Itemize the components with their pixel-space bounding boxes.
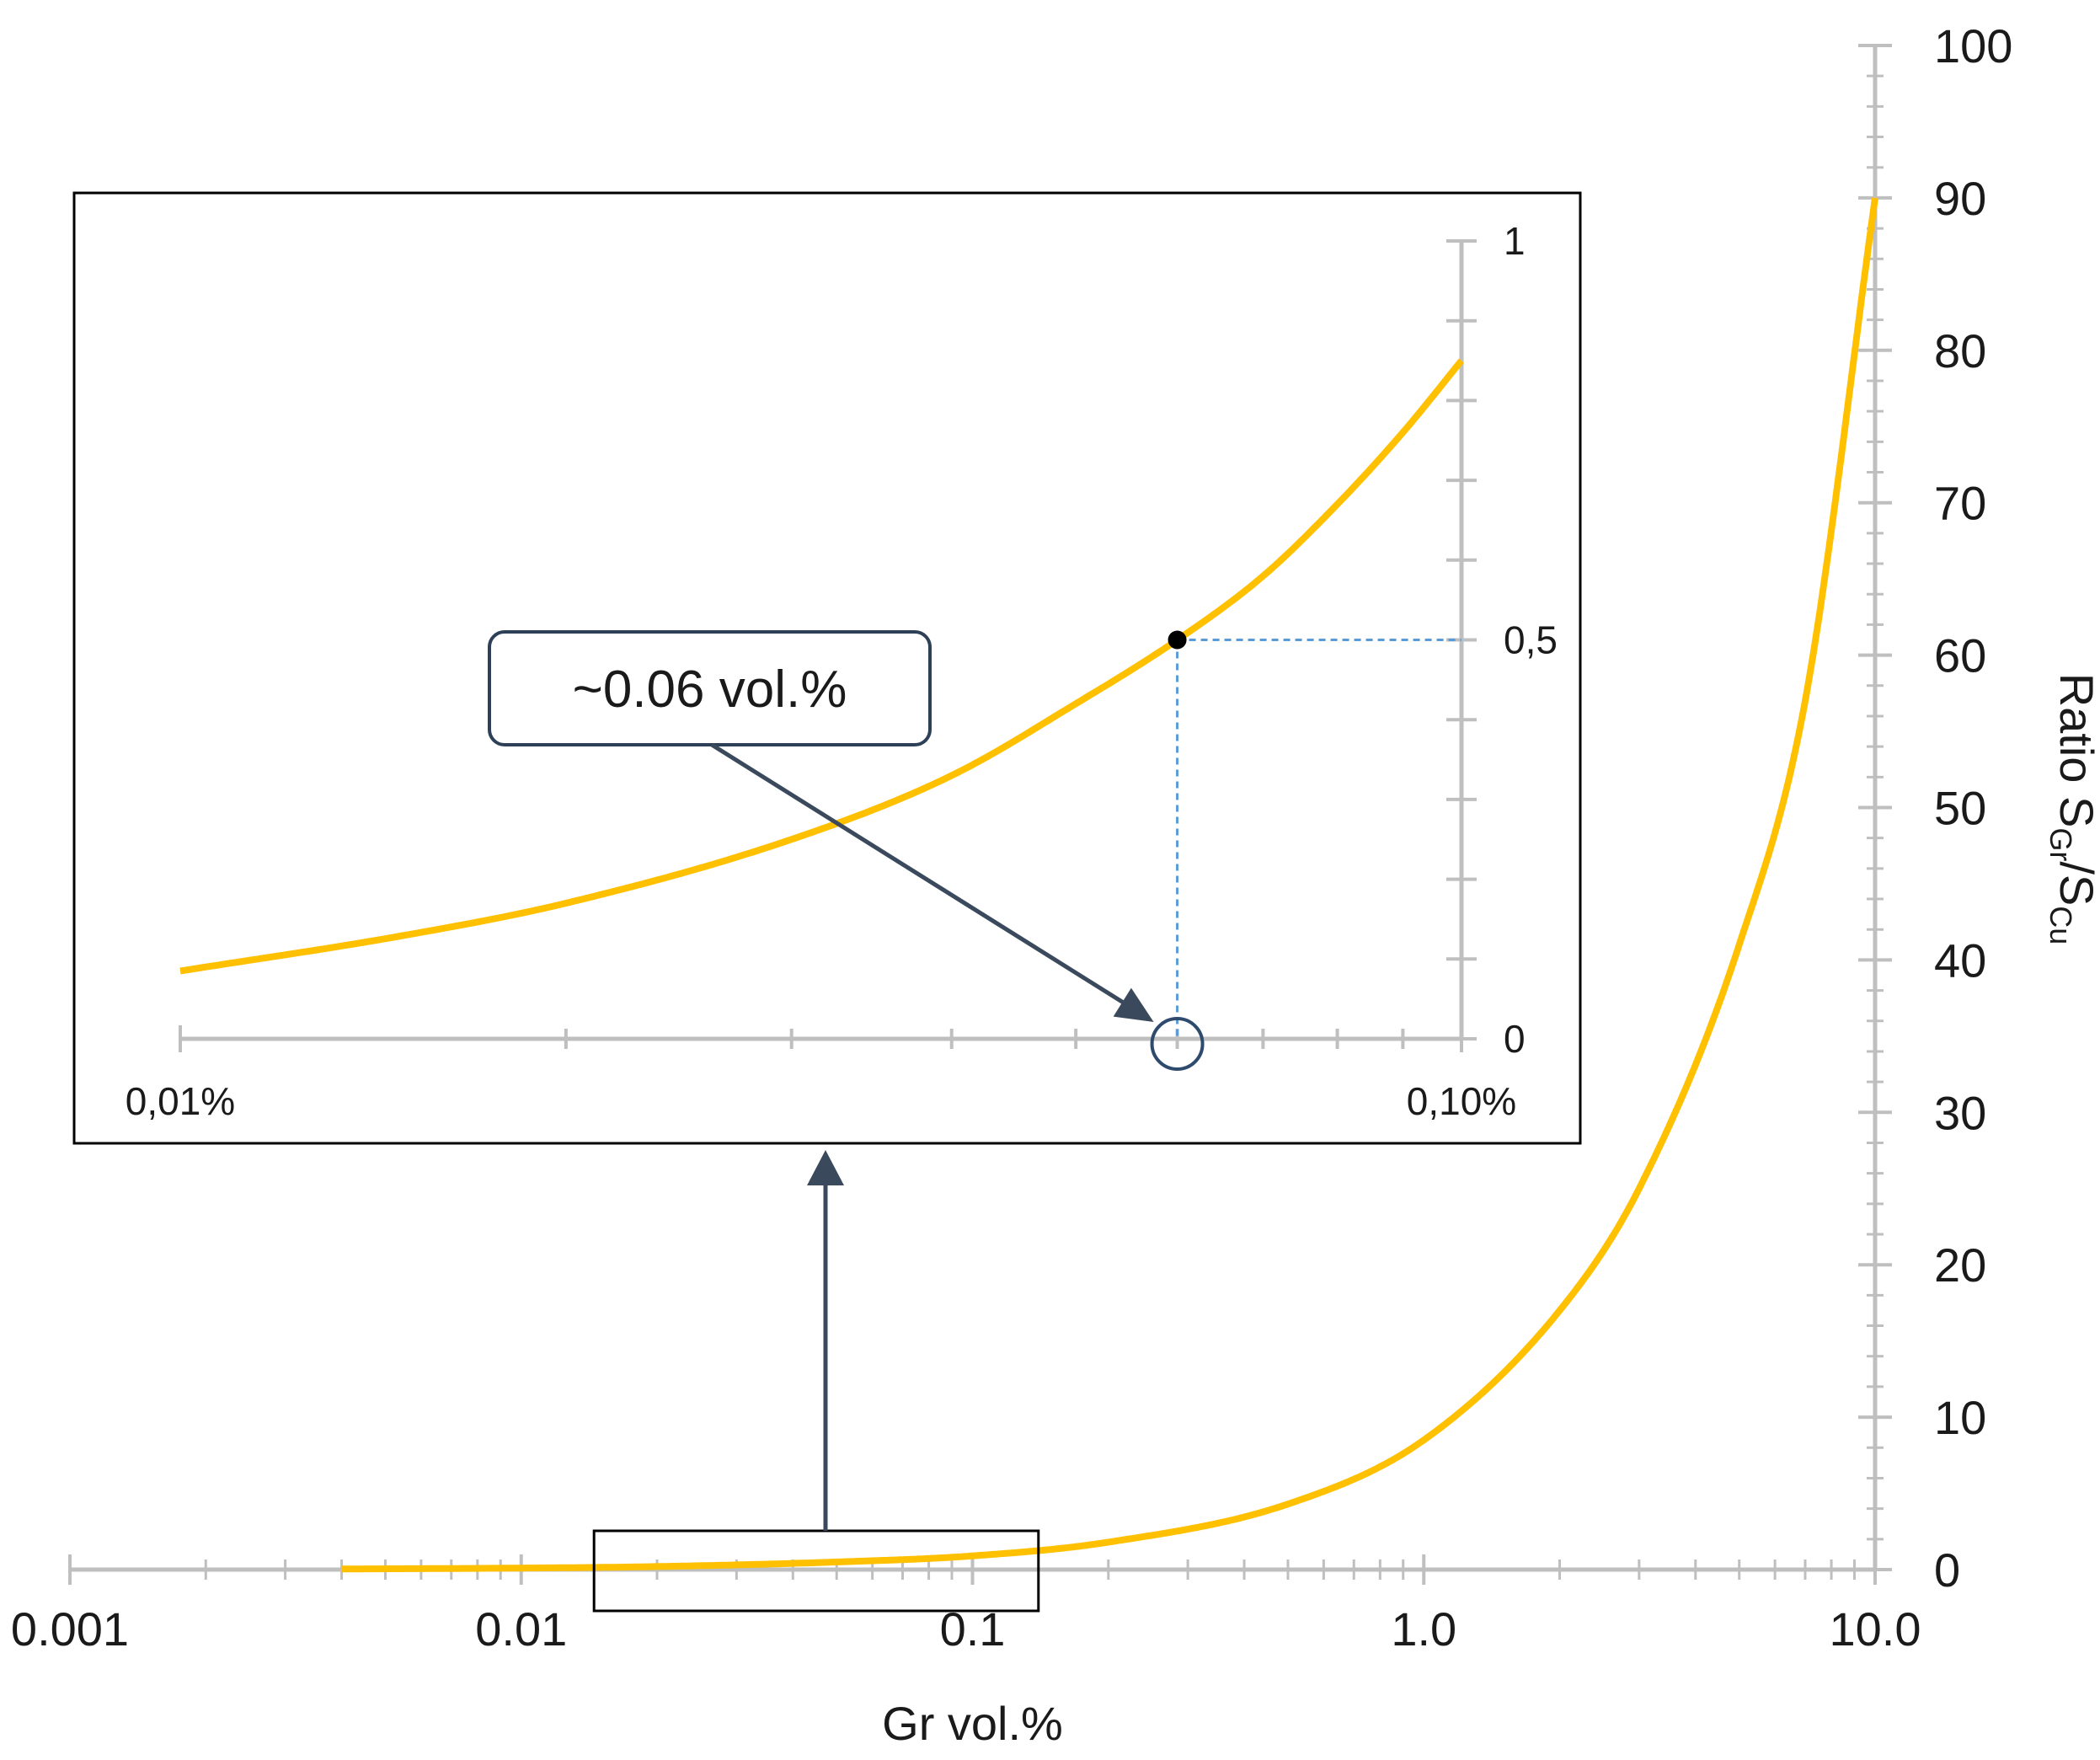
inset-chart: 0,01% 0,10% 0 0,5 1 ~0.06 vol.% <box>72 191 1582 1145</box>
y-tick-label: 100 <box>1934 19 2012 72</box>
main-curve-layer <box>341 197 1878 1573</box>
x-tick-label: 0.01 <box>475 1602 567 1656</box>
x-tick-label: 0.001 <box>11 1602 129 1656</box>
y-tick-label: 30 <box>1934 1086 1986 1139</box>
x-tick-label: 1.0 <box>1391 1602 1456 1656</box>
y-tick-label: 50 <box>1934 782 1986 835</box>
y-tick-label: 80 <box>1934 324 1986 377</box>
inset-y-tick-label: 1 <box>1504 219 1526 263</box>
y-tick-label: 40 <box>1934 933 1986 987</box>
y-axis-label-main: Ratio S <box>2050 673 2100 828</box>
annotation-arrow-head <box>1113 987 1154 1022</box>
y-tick-label: 0 <box>1934 1543 1960 1597</box>
y-tick-label: 60 <box>1934 629 1986 682</box>
zoom-arrow-head <box>807 1150 844 1185</box>
inset-x-tick-label: 0,01% <box>126 1079 235 1123</box>
inset-highlight-circle <box>1150 1017 1205 1071</box>
y-tick-label: 10 <box>1934 1391 1986 1444</box>
y-axis-label: Ratio SGr/SCu <box>2044 673 2100 945</box>
y-tick-label: 70 <box>1934 477 1986 530</box>
inset-series-line <box>179 358 1465 975</box>
annotation-callout-box <box>488 630 932 746</box>
y-tick-label: 90 <box>1934 172 1986 225</box>
x-tick-label: 10.0 <box>1830 1602 1921 1656</box>
annotation-callout-text: ~0.06 vol.% <box>573 661 847 719</box>
y-axis-label-sub1: Gr <box>2044 827 2078 861</box>
zoom-region-box <box>592 1529 1040 1613</box>
x-axis-label: Gr vol.% <box>882 1697 1063 1750</box>
inset-x-tick-label: 0,10% <box>1407 1079 1516 1123</box>
inset-y-tick-label: 0 <box>1504 1017 1526 1061</box>
inset-annotation: ~0.06 vol.% <box>488 630 1461 1071</box>
y-axis-label-sub2: Cu <box>2044 906 2078 944</box>
y-axis-label-mid: /S <box>2050 861 2100 906</box>
annotation-arrow-line <box>710 742 1138 1014</box>
main-axes: 0.001 0.01 0.1 1.0 10.0010203040506070809010… <box>11 19 2013 1656</box>
inset-highlight-point <box>1168 630 1187 650</box>
y-tick-label: 20 <box>1934 1238 1986 1292</box>
inset-y-tick-label: 0,5 <box>1504 618 1558 662</box>
